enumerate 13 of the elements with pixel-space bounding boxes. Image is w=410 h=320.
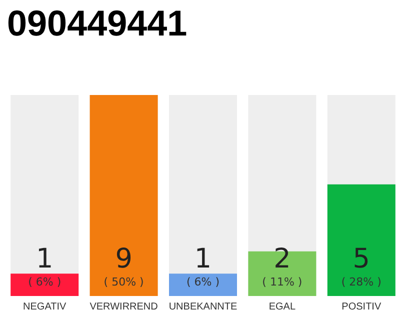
data-label: 5 ( 28% ) [341,244,382,288]
x-tick-label: UNBEKANNTE [168,302,238,312]
data-label: 1 ( 6% ) [28,244,62,288]
x-tick-label: POSITIV [342,302,382,312]
x-tick-label: EGAL [268,302,296,312]
data-label: 2 ( 11% ) [262,244,302,288]
data-label: 9 ( 50% ) [104,244,144,288]
bar [169,274,237,296]
chart-title: 090449441 [7,2,188,44]
x-tick-label: NEGATIV [23,302,67,312]
x-tick-label: VERWIRREND [90,302,158,312]
data-label: 1 ( 6% ) [186,244,220,288]
bar [10,274,79,296]
